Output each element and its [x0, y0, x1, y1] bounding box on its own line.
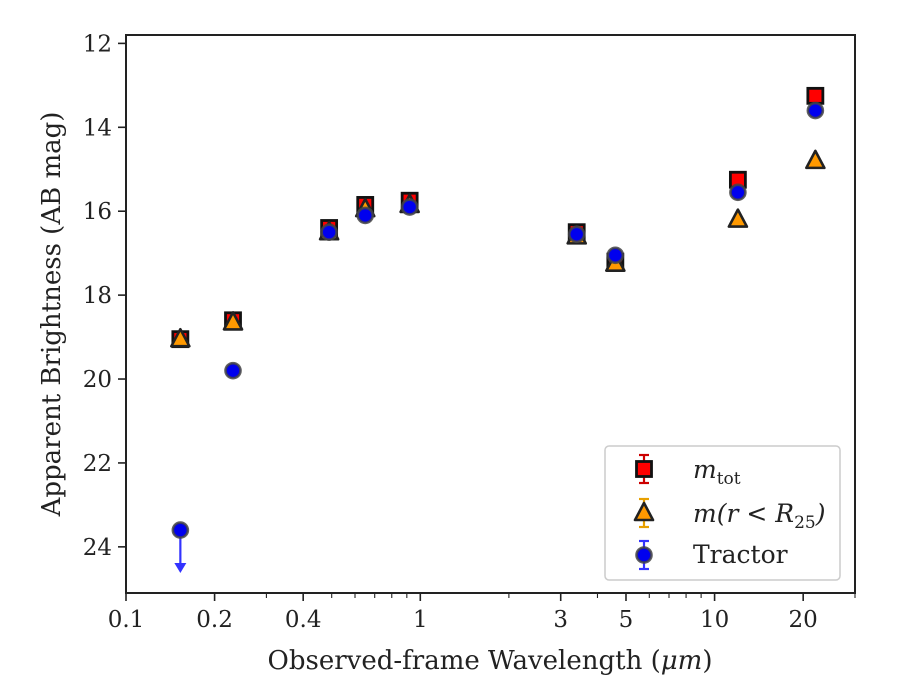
x-tick-label: 20	[789, 607, 818, 633]
point-m_r25	[727, 208, 749, 228]
y-tick-label: 12	[83, 31, 112, 57]
series-mtot	[171, 86, 825, 349]
y-tick-label: 24	[83, 535, 112, 561]
point-tractor	[171, 521, 190, 539]
x-tick-label: 1	[413, 607, 428, 633]
x-tick-label: 3	[553, 607, 568, 633]
point-tractor	[224, 361, 242, 380]
legend-frame	[604, 445, 841, 581]
x-tick-label: 0.4	[285, 607, 322, 633]
point-tractor	[729, 183, 747, 202]
point-m_r25	[222, 311, 244, 331]
point-m_r25	[170, 327, 191, 348]
legend-marker-mr25	[633, 501, 655, 522]
x-tick-label: 0.1	[108, 607, 145, 633]
x-tick-label: 0.2	[196, 607, 233, 633]
legend-tractor-label: Tractor	[693, 540, 788, 569]
x-axis-label: Observed-frame Wavelength (μm)	[268, 646, 713, 676]
y-tick-label: 14	[83, 115, 112, 141]
point-tractor	[400, 198, 419, 216]
point-tractor	[806, 101, 825, 120]
point-m_r25	[805, 149, 826, 170]
series-m_r25	[170, 149, 826, 348]
point-tractor	[606, 246, 625, 265]
point-mtot	[806, 86, 825, 105]
legend-marker-tractor	[635, 546, 653, 564]
plot-frame	[125, 34, 856, 594]
y-tick-label: 22	[83, 451, 112, 477]
legend-marker-mtot	[635, 460, 653, 478]
axis-ticks: 0.1 0.2 0.4 1 3 5 10 20 12 14 16 18 20 22 24	[83, 31, 856, 633]
y-tick-label: 20	[83, 367, 112, 393]
legend: mtot m(r < R25) Tractor	[604, 445, 841, 581]
series-tractor	[171, 101, 825, 574]
point-tractor	[567, 225, 586, 244]
y-tick-label: 18	[83, 283, 112, 309]
x-tick-label: 10	[700, 607, 729, 633]
legend-mtot-label: mtot	[693, 455, 741, 489]
point-tractor	[320, 223, 338, 241]
y-axis-label: Apparent Brightness (AB mag)	[37, 112, 67, 518]
upper-limit-arrow-head	[174, 563, 187, 574]
x-tick-label: 5	[619, 607, 634, 633]
legend-mr25-label: m(r < R25)	[693, 499, 826, 533]
legend-markers	[633, 453, 655, 571]
point-tractor	[356, 206, 375, 225]
data-points	[170, 86, 826, 574]
y-tick-label: 16	[83, 199, 112, 225]
